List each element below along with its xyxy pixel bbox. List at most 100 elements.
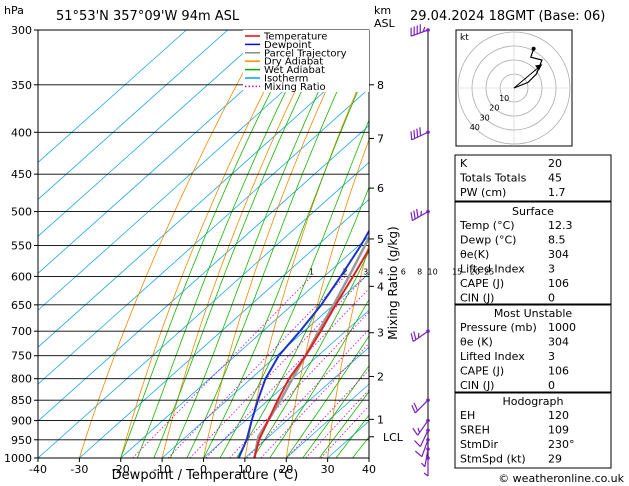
surface-value: 3	[548, 263, 555, 276]
altitude-tick-label: 7	[377, 132, 384, 145]
mixing-ratio-lines	[132, 276, 369, 458]
stats-panel: K 20 Totals Totals 45 PW (cm) 1.7 SurfaceTemp …	[459, 157, 576, 466]
hodograph-stat-value: 230°	[548, 438, 575, 451]
isotherm-line	[38, 51, 369, 348]
isotherm-line	[38, 30, 270, 237]
pressure-tick-label: 300	[11, 24, 32, 37]
wet-adiabat-line	[153, 30, 332, 458]
wind-barb	[410, 127, 430, 141]
pressure-tick-label: 650	[11, 299, 32, 312]
mixing-ratio-label: 20	[470, 267, 480, 276]
altitude-tick-label: 6	[377, 182, 384, 195]
hodograph-stats-box	[454, 392, 612, 469]
isotherm-line	[38, 30, 187, 164]
isotherm-line	[79, 198, 369, 458]
pressure-tick-label: 800	[11, 373, 32, 386]
wind-barb	[414, 437, 430, 458]
dry-adiabat-line	[610, 30, 629, 458]
mixing-ratio-label: 15	[452, 267, 462, 276]
surface-value: 0	[548, 292, 555, 305]
most-unstable-label: θe (K)	[460, 336, 493, 349]
temperature-tick-label: -10	[153, 463, 171, 476]
hodograph-ring-label: 20	[489, 104, 499, 113]
pressure-tick-label: 550	[11, 239, 32, 252]
isotherm-line	[285, 383, 369, 458]
surface-label: CIN (J)	[460, 292, 494, 305]
pressure-tick-label: 700	[11, 325, 32, 338]
wet-adiabat-line	[203, 64, 369, 458]
most-unstable-label: Lifted Index	[460, 350, 525, 363]
index-value: 1.7	[548, 186, 566, 199]
hodograph-ring-label: 30	[480, 113, 490, 122]
pressure-tick-label: 600	[11, 270, 32, 283]
surface-label: Dewp (°C)	[460, 234, 516, 247]
hodograph-stat-label: StmSpd (kt)	[460, 453, 526, 466]
most-unstable-label: Pressure (mb)	[460, 321, 537, 334]
surface-label: Lifted Index	[460, 263, 525, 276]
isotherm-line	[244, 346, 369, 458]
most-unstable-value: 304	[548, 336, 569, 349]
hodograph-table-title: Hodograph	[503, 395, 564, 408]
hodograph-stat-value: 29	[548, 453, 562, 466]
indices-box	[454, 154, 612, 202]
legend-label: Parcel Trajectory	[264, 48, 347, 59]
wet-adiabat-line	[319, 390, 369, 458]
temperature-tick-label: -30	[70, 463, 88, 476]
legend-label: Mixing Ratio	[264, 82, 326, 93]
altitude-axis: 8 7 6 5 4 3 2 1 LCL	[369, 79, 404, 444]
dry-adiabat-line	[79, 30, 267, 458]
surface-box	[454, 201, 612, 305]
most-unstable-value: 0	[548, 379, 555, 392]
temperature-tick-label: 20	[279, 463, 293, 476]
asl-unit-label: ASL	[374, 17, 396, 30]
pressure-axis: 300 350 400 450 500 550 600 650 700 750 800 850 900 9…	[4, 24, 38, 465]
most-unstable-title: Most Unstable	[494, 307, 573, 320]
wind-barb	[411, 398, 430, 414]
mixing-ratio-line	[205, 288, 369, 458]
legend-label: Isotherm	[264, 74, 308, 85]
hpa-unit-label: hPa	[4, 4, 24, 17]
altitude-tick-label: 8	[377, 79, 384, 92]
legend-label: Dry Adiabat	[264, 57, 323, 68]
mixing-ratio-line	[286, 369, 369, 458]
temperature-axis: -40 -30 -20 -10 0 10 20 30 40	[29, 458, 376, 476]
mixing-ratio-axis-label: Mixing Ratio (g/kg)	[386, 226, 400, 339]
hodograph-stat-value: 109	[548, 424, 569, 437]
wet-adiabat-line	[285, 335, 369, 458]
isotherm-line	[161, 272, 369, 458]
altitude-tick-label: 4	[377, 280, 384, 293]
wind-barb	[410, 208, 430, 222]
most-unstable-label: CAPE (J)	[460, 365, 504, 378]
wet-adiabat-line	[302, 365, 369, 458]
storm-motion-arrowhead	[534, 64, 542, 71]
isotherm-line	[38, 30, 353, 311]
hodograph-end-point	[531, 46, 536, 51]
isotherm-line	[203, 309, 369, 458]
most-unstable-value: 106	[548, 365, 569, 378]
hodograph-ring-label: 10	[499, 94, 509, 103]
pressure-tick-label: 850	[11, 394, 32, 407]
altitude-tick-label: 3	[377, 327, 384, 340]
surface-value: 304	[548, 248, 569, 261]
credit-footer: © weatheronline.co.uk	[498, 472, 624, 485]
isotherm-line	[38, 30, 229, 200]
surface-title: Surface	[512, 205, 554, 218]
mixing-ratio-label: 8	[417, 267, 422, 276]
wind-barb	[410, 329, 430, 343]
hodograph-unit-label: kt	[460, 33, 469, 43]
altitude-tick-label: 5	[377, 233, 384, 246]
lcl-label: LCL	[383, 431, 404, 444]
most-unstable-label: CIN (J)	[460, 379, 494, 392]
index-label: PW (cm)	[460, 186, 506, 199]
temperature-tick-label: 10	[238, 463, 252, 476]
mixing-ratio-label: 4	[378, 267, 383, 276]
surface-value: 8.5	[548, 234, 566, 247]
surface-value: 12.3	[548, 219, 573, 232]
temperature-tick-label: 30	[321, 463, 335, 476]
pressure-tick-label: 500	[11, 206, 32, 219]
datetime-title: 29.04.2024 18GMT (Base: 06)	[410, 9, 605, 24]
index-value: 45	[548, 172, 562, 185]
mixing-ratio-label: 2	[342, 267, 347, 276]
